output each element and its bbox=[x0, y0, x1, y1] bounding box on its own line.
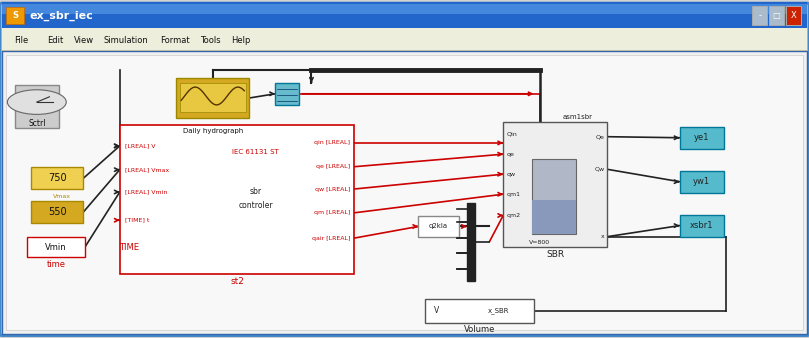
Text: View: View bbox=[74, 36, 95, 45]
Text: Simulation: Simulation bbox=[104, 36, 148, 45]
Bar bbox=[418, 216, 459, 237]
Text: 550: 550 bbox=[48, 207, 66, 217]
Text: □: □ bbox=[773, 11, 781, 20]
Bar bbox=[680, 127, 724, 149]
Bar bbox=[120, 125, 354, 274]
Bar bbox=[532, 200, 576, 234]
Text: [LREAL] Vmin: [LREAL] Vmin bbox=[125, 190, 167, 194]
Circle shape bbox=[7, 90, 66, 114]
Text: TIME: TIME bbox=[120, 243, 139, 251]
Bar bbox=[467, 203, 475, 281]
Text: qm2: qm2 bbox=[506, 213, 520, 218]
Text: Qw: Qw bbox=[594, 167, 604, 172]
Bar bbox=[31, 201, 83, 223]
Text: -: - bbox=[758, 11, 761, 20]
Text: qw [LREAL]: qw [LREAL] bbox=[315, 187, 350, 192]
Bar bbox=[6, 55, 803, 330]
Text: Help: Help bbox=[231, 36, 251, 45]
Bar bbox=[176, 78, 249, 118]
Text: controler: controler bbox=[239, 201, 273, 210]
Text: [LREAL] Vmax: [LREAL] Vmax bbox=[125, 167, 170, 172]
Text: qe: qe bbox=[506, 152, 515, 157]
Text: x: x bbox=[600, 234, 604, 239]
Text: Format: Format bbox=[160, 36, 190, 45]
Text: qe [LREAL]: qe [LREAL] bbox=[316, 164, 350, 169]
Text: yw1: yw1 bbox=[693, 177, 710, 186]
Bar bbox=[2, 4, 807, 14]
Text: time: time bbox=[46, 260, 66, 269]
Text: V=800: V=800 bbox=[529, 240, 550, 245]
Text: Vmax: Vmax bbox=[53, 194, 71, 199]
Bar bbox=[680, 171, 724, 193]
Text: [TIME] t: [TIME] t bbox=[125, 218, 150, 223]
Bar bbox=[180, 83, 246, 112]
Text: 750: 750 bbox=[48, 173, 66, 183]
Text: x_SBR: x_SBR bbox=[489, 308, 510, 314]
Text: Vmin: Vmin bbox=[45, 243, 66, 251]
Text: Qe: Qe bbox=[595, 134, 604, 139]
Text: sbr: sbr bbox=[250, 188, 262, 196]
Text: qm1: qm1 bbox=[506, 192, 520, 197]
Text: q2kla: q2kla bbox=[429, 223, 448, 230]
FancyBboxPatch shape bbox=[0, 3, 809, 336]
Text: Daily hydrograph: Daily hydrograph bbox=[183, 128, 243, 135]
Text: Volume: Volume bbox=[464, 325, 495, 334]
Bar bbox=[2, 51, 807, 334]
Text: File: File bbox=[15, 36, 29, 45]
Text: X: X bbox=[790, 11, 797, 20]
Text: qw: qw bbox=[506, 172, 515, 177]
Bar bbox=[6, 7, 24, 24]
Text: SBR: SBR bbox=[546, 250, 564, 259]
Bar bbox=[275, 83, 299, 105]
Bar bbox=[786, 6, 801, 25]
Text: xsbr1: xsbr1 bbox=[690, 221, 714, 230]
Text: Edit: Edit bbox=[47, 36, 63, 45]
Text: qair [LREAL]: qair [LREAL] bbox=[311, 236, 350, 241]
Text: qm [LREAL]: qm [LREAL] bbox=[314, 210, 350, 215]
Bar bbox=[532, 159, 576, 234]
Text: IEC 61131 ST: IEC 61131 ST bbox=[232, 149, 279, 155]
Text: [LREAL] V: [LREAL] V bbox=[125, 143, 156, 148]
Bar bbox=[425, 299, 534, 323]
Text: V: V bbox=[434, 307, 439, 315]
Text: asm1sbr: asm1sbr bbox=[563, 114, 593, 120]
Bar bbox=[27, 237, 85, 257]
Bar bbox=[2, 50, 807, 51]
Text: qin [LREAL]: qin [LREAL] bbox=[315, 140, 350, 145]
Bar bbox=[503, 122, 607, 247]
Bar bbox=[769, 6, 784, 25]
Text: S: S bbox=[12, 11, 19, 20]
Bar bbox=[2, 2, 807, 28]
Text: Sctrl: Sctrl bbox=[28, 119, 45, 128]
Text: st2: st2 bbox=[230, 277, 244, 286]
Text: ex_sbr_iec: ex_sbr_iec bbox=[29, 11, 93, 21]
Bar bbox=[680, 215, 724, 237]
Text: ye1: ye1 bbox=[694, 133, 709, 142]
Text: Qin: Qin bbox=[506, 132, 517, 137]
Bar bbox=[15, 84, 59, 128]
Text: Tools: Tools bbox=[200, 36, 220, 45]
Bar bbox=[752, 6, 767, 25]
Bar bbox=[2, 28, 807, 51]
Bar bbox=[31, 167, 83, 189]
